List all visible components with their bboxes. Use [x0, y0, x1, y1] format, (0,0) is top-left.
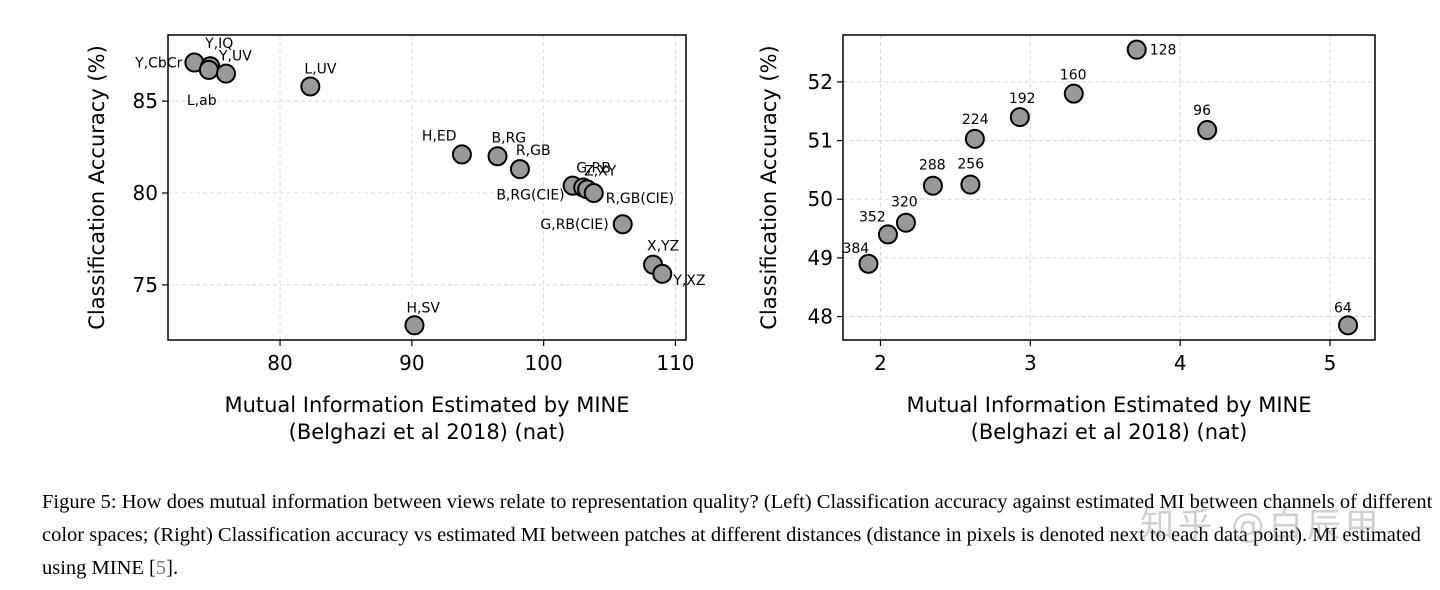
point-label: Y,XZ — [672, 273, 705, 289]
caption-lead: Figure 5: — [42, 491, 117, 513]
caption-body: How does mutual information between view… — [42, 491, 1433, 579]
point-label: H,SV — [406, 300, 440, 316]
point-label: 128 — [1150, 43, 1177, 59]
point-label: B,RG — [492, 130, 527, 146]
x-tick-label: 90 — [399, 351, 424, 375]
data-point — [487, 146, 508, 167]
data-point — [404, 315, 425, 336]
data-point — [451, 144, 472, 165]
point-label: 256 — [957, 157, 984, 173]
point-label: R,GB — [516, 143, 551, 159]
y-tick-label: 80 — [133, 181, 158, 205]
data-point — [583, 183, 604, 204]
x-axis-label-line2: (Belghazi et al 2018) (nat) — [289, 420, 566, 444]
point-label: B,RG(CIE) — [496, 188, 564, 204]
data-point — [877, 224, 898, 245]
x-axis-label: Mutual Information Estimated by MINE — [224, 393, 629, 417]
data-point — [215, 63, 236, 84]
point-label: H,ED — [422, 128, 457, 144]
data-point — [964, 128, 985, 149]
y-tick-label: 51 — [808, 129, 833, 153]
data-point — [652, 263, 673, 284]
point-label: 352 — [859, 209, 886, 225]
point-label: 288 — [919, 158, 946, 174]
point-label: L,ab — [187, 93, 217, 109]
data-point — [1338, 315, 1359, 336]
data-point — [198, 59, 219, 80]
right-chart: 2 3 4 5 48 49 50 51 52 Mutual Information Estimat… — [757, 34, 1376, 444]
figure-caption: Figure 5: How does mutual information be… — [42, 486, 1434, 585]
data-point — [509, 159, 530, 180]
x-tick-label: 80 — [267, 351, 292, 375]
x-tick-label: 2 — [874, 351, 887, 375]
data-point — [1009, 107, 1030, 128]
point-label: 192 — [1009, 91, 1036, 107]
x-tick-label: 100 — [525, 351, 563, 375]
data-point — [1126, 39, 1147, 60]
point-label: 224 — [962, 112, 989, 128]
x-tick-label: 5 — [1324, 351, 1337, 375]
point-label: Z,XY — [584, 163, 617, 179]
y-tick-label: 75 — [133, 273, 158, 297]
left-chart: 80 90 100 110 75 80 85 Mutual Information Estim… — [85, 34, 705, 444]
figure: 80 90 100 110 75 80 85 Mutual Information Estim… — [85, 34, 1376, 444]
point-label: Y,UV — [218, 49, 252, 65]
x-axis-label: Mutual Information Estimated by MINE — [906, 393, 1311, 417]
data-point — [612, 214, 633, 235]
caption-tail: ]. — [166, 557, 179, 579]
y-axis-label: Classification Accuracy (%) — [85, 45, 109, 330]
data-point — [895, 212, 916, 233]
data-point — [858, 253, 879, 274]
x-tick-label: 3 — [1024, 351, 1037, 375]
data-point — [960, 174, 981, 195]
point-label: 64 — [1334, 300, 1352, 316]
data-point — [300, 76, 321, 97]
data-point — [1063, 83, 1084, 104]
x-tick-label: 110 — [656, 351, 694, 375]
x-tick-label: 4 — [1174, 351, 1187, 375]
point-label: 160 — [1060, 68, 1087, 84]
point-label: R,GB(CIE) — [606, 191, 674, 207]
y-tick-label: 49 — [808, 246, 833, 270]
y-axis-label: Classification Accuracy (%) — [757, 45, 781, 330]
data-point — [1197, 120, 1218, 141]
point-label: 96 — [1193, 103, 1211, 119]
point-label: X,YZ — [647, 239, 679, 255]
plot-frame — [842, 34, 1376, 341]
point-label: 384 — [842, 241, 869, 257]
plot-frame — [167, 34, 687, 341]
point-label: Y,IQ — [204, 36, 233, 52]
citation-link[interactable]: 5 — [155, 557, 167, 579]
point-label: Y,CbCr — [134, 56, 182, 72]
watermark: 知乎 @白辰甲 — [1140, 506, 1383, 546]
y-tick-label: 50 — [808, 187, 833, 211]
x-axis-label-line2: (Belghazi et al 2018) (nat) — [971, 420, 1248, 444]
point-label: G,RB — [576, 161, 611, 177]
y-tick-label: 52 — [808, 70, 833, 94]
point-label: L,UV — [304, 61, 336, 77]
y-tick-label: 48 — [808, 305, 833, 329]
point-label: G,RB(CIE) — [540, 217, 608, 233]
y-tick-label: 85 — [133, 89, 158, 113]
data-point — [922, 175, 943, 196]
point-label: 320 — [891, 195, 918, 211]
